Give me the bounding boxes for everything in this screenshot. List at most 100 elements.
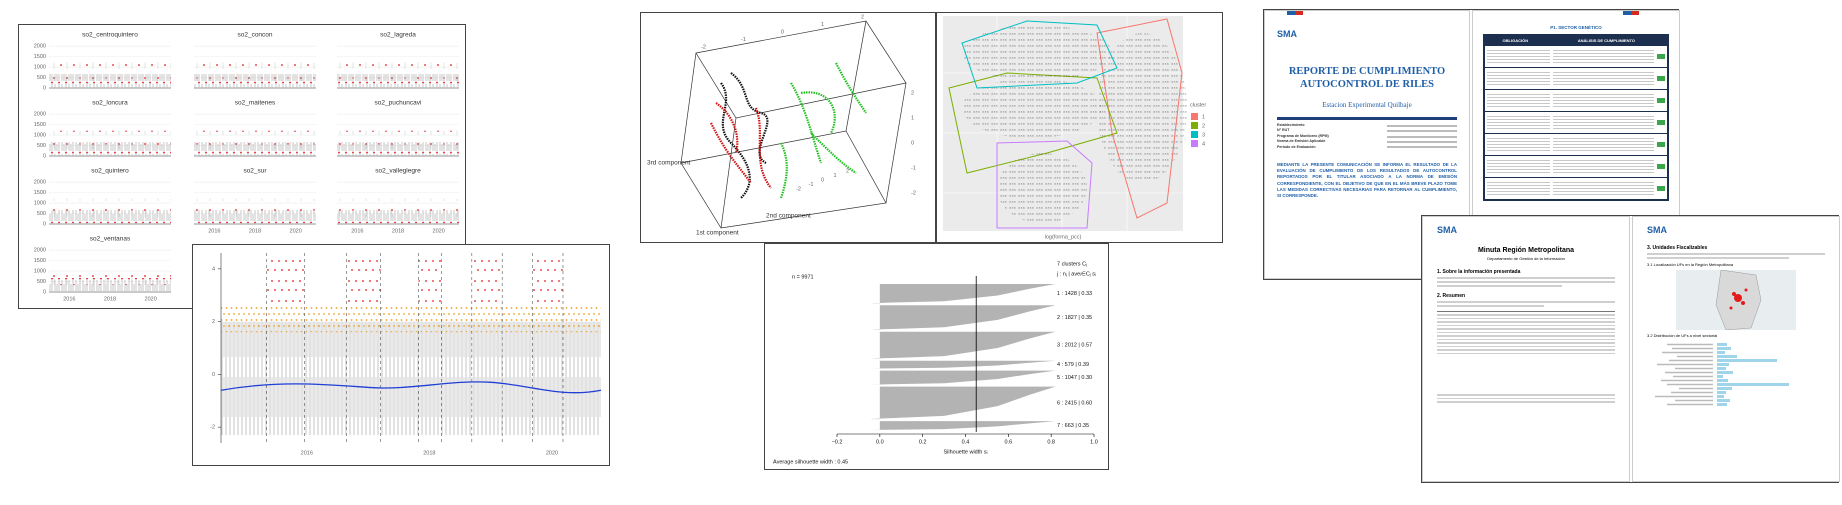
field-value — [1387, 146, 1457, 149]
compliance-table: OBLIGACIÓN ANÁLISIS DE CUMPLIMIENTO — [1483, 34, 1669, 201]
status-box — [1657, 98, 1665, 103]
legend-title: cluster — [1190, 102, 1206, 108]
y-tick-label: 4 — [212, 266, 215, 272]
legend-key — [1191, 122, 1198, 129]
cluster-block — [869, 305, 1056, 330]
silhouette-panel: 1 : 1428 | 0.33 2 : 1827 | 0.35 3 : 2012 |… — [764, 243, 1109, 470]
facet-label: so2_concon — [237, 32, 272, 39]
minuta-title: Minuta Región Metropolitana — [1477, 247, 1575, 254]
y-tick-label: 2000 — [34, 44, 46, 50]
tick-label: -1 — [809, 182, 814, 188]
heading: 3.2 Distribución de UFs a nivel sectoria… — [1647, 333, 1718, 338]
cell-text — [1487, 92, 1551, 109]
data-texture — [221, 321, 601, 436]
facet-label: so2_loncura — [92, 100, 128, 107]
x-tick-label: 2016 — [208, 228, 220, 234]
report-fields: Establecimiento N° RUT Programa de Monitor… — [1277, 123, 1457, 150]
cell-text — [1553, 136, 1654, 153]
y-tick-label: 1500 — [34, 122, 46, 128]
y-tick-label: 500 — [37, 143, 46, 149]
table-row — [1485, 134, 1667, 155]
x-axis-title: log(forma_pcc) — [1045, 234, 1082, 240]
cell-text — [1487, 114, 1551, 131]
table-header: OBLIGACIÓN ANÁLISIS DE CUMPLIMIENTO — [1485, 36, 1667, 45]
y-tick-label: 2 — [212, 319, 215, 325]
heading: 2. Resumen — [1437, 293, 1466, 299]
report-title: REPORTE DE CUMPLIMIENTO AUTOCONTROL DE RI… — [1277, 65, 1457, 91]
subheader: j : nⱼ | aveᵢ∈Cⱼ sᵢ — [1056, 270, 1096, 277]
table-row — [1485, 68, 1667, 89]
x-tick-label: 2018 — [392, 228, 404, 234]
x-tick-label: 0.6 — [1005, 439, 1013, 445]
status-box — [1657, 76, 1665, 81]
x-tick-label: 2020 — [433, 228, 445, 234]
y-tick-label: 500 — [37, 75, 46, 81]
section-title: P1. SECTOR GENÉTICO — [1550, 25, 1602, 30]
cluster-label: 5 : 1047 | 0.30 — [1057, 375, 1092, 381]
x-tick-label: 2018 — [249, 228, 261, 234]
point-cloud — [997, 153, 1087, 223]
cell-text — [1487, 70, 1551, 87]
point-cloud — [1097, 33, 1187, 183]
tick-label: -2 — [701, 44, 706, 50]
field-label: N° RUT — [1277, 128, 1290, 133]
box — [680, 20, 907, 229]
data-texture — [49, 210, 171, 224]
tick-label: 1 — [911, 115, 914, 121]
y-tick-label: 1000 — [34, 65, 46, 71]
facet-label: so2_quintero — [91, 168, 129, 175]
heading: 3. Unidades Fiscalizables — [1647, 245, 1708, 251]
tick-label: -1 — [741, 37, 746, 43]
legend-key — [1191, 131, 1198, 138]
table-row — [1485, 46, 1667, 67]
y-tick-label: 1000 — [34, 201, 46, 207]
tick-label: 2 — [911, 90, 914, 96]
x-tick-label: 0.0 — [876, 439, 884, 445]
logo: SMA — [1647, 225, 1667, 235]
data-texture — [418, 258, 442, 309]
point-cloud — [962, 25, 1112, 81]
y-tick-label: 1500 — [34, 190, 46, 196]
y-tick-label: 500 — [37, 279, 46, 285]
x-tick-label: 2018 — [104, 296, 116, 302]
tick-label: -2 — [796, 186, 801, 192]
x-tick-label: 0.2 — [919, 439, 927, 445]
x-tick-label: 2016 — [301, 450, 313, 456]
field-value — [1387, 130, 1457, 133]
heading: 3.1 Localización UFs en la Región Metrop… — [1647, 262, 1734, 267]
cluster-label: 2 : 1827 | 0.35 — [1057, 315, 1092, 321]
x-tick-label: 2016 — [351, 228, 363, 234]
cluster-label: 1 : 1428 | 0.33 — [1057, 291, 1092, 297]
point-cloud — [710, 62, 867, 199]
x-tick-label: 2018 — [423, 450, 435, 456]
logo: SMA — [1437, 225, 1457, 235]
heading: 1. Sobre la información presentada — [1437, 269, 1521, 275]
status-box — [1657, 120, 1665, 125]
x-tick-label: 2020 — [290, 228, 302, 234]
data-texture — [221, 305, 601, 333]
table-row — [1485, 112, 1667, 133]
x-axis-title: Silhouette width sᵢ — [944, 449, 988, 455]
minuta-department: Departamento de Gestión de la Informació… — [1487, 256, 1565, 261]
facet-label: so2_lagreda — [380, 32, 416, 39]
cell-text — [1553, 180, 1654, 197]
average-label: Average silhouette width : 0.45 — [773, 459, 848, 465]
sector-bars — [1655, 343, 1789, 406]
data-texture — [49, 278, 171, 292]
cluster-label: 6 : 2415 | 0.60 — [1057, 400, 1092, 406]
cell-text — [1553, 158, 1654, 175]
data-texture — [194, 142, 316, 156]
y-tick-label: 0 — [43, 221, 46, 227]
logo: SMA — [1277, 29, 1297, 39]
table-row — [1485, 178, 1667, 199]
data-texture — [194, 74, 316, 88]
y-tick-label: 0 — [212, 372, 215, 378]
field-value — [1387, 140, 1457, 143]
data-texture — [532, 258, 563, 309]
y-tick-label: 1500 — [34, 54, 46, 60]
minuta-page-2: SMA 3. Unidades Fiscalizables 3.1 Locali… — [1632, 216, 1840, 482]
facet-label: so2_centroquintero — [82, 32, 138, 39]
y-tick-label: 2000 — [34, 180, 46, 186]
